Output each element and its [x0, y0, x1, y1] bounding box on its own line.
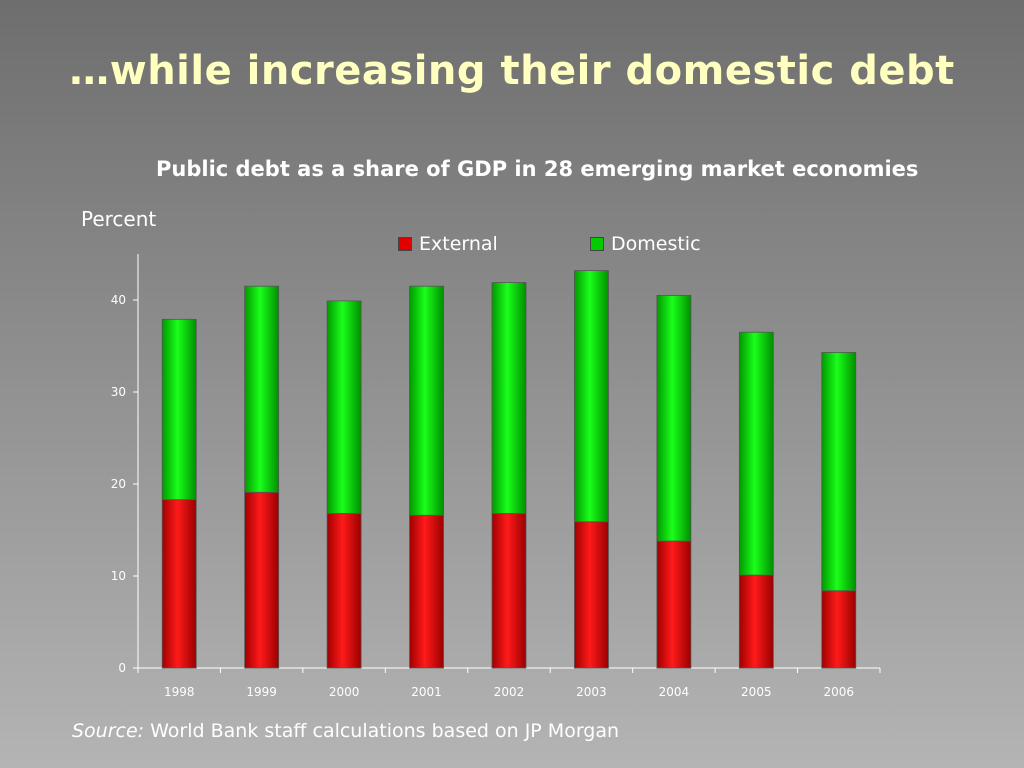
legend-label-external: External — [419, 233, 498, 255]
legend-swatch-external — [398, 237, 412, 251]
legend-swatch-domestic — [590, 237, 604, 251]
bar-domestic-1998 — [161, 318, 197, 501]
legend-item-external: External — [398, 233, 498, 255]
y-axis-label: Percent — [81, 207, 157, 231]
bar-external-2001 — [409, 514, 444, 669]
bar-external-2003 — [574, 521, 609, 669]
y-tick-label: 20 — [111, 477, 126, 491]
y-tick-label: 10 — [111, 569, 126, 583]
legend-label-domestic: Domestic — [611, 233, 701, 255]
y-tick-label: 0 — [118, 661, 126, 675]
bar-external-2005 — [738, 574, 774, 669]
x-tick-label-2003: 2003 — [576, 685, 607, 699]
source-note: Source: World Bank staff calculations ba… — [72, 720, 619, 742]
x-tick-label-2002: 2002 — [494, 685, 525, 699]
chart-title: Public debt as a share of GDP in 28 emer… — [156, 157, 919, 181]
bar-external-2000 — [326, 513, 362, 669]
bar-external-2002 — [491, 513, 527, 669]
source-text: World Bank staff calculations based on J… — [150, 720, 620, 742]
bar-domestic-2006 — [821, 352, 857, 592]
bar-external-1998 — [161, 499, 197, 669]
source-label: Source: — [72, 720, 145, 742]
bar-domestic-2003 — [574, 270, 609, 523]
slide-title: …while increasing their domestic debt — [69, 48, 955, 94]
bar-external-2006 — [821, 590, 857, 669]
bar-domestic-2004 — [656, 294, 692, 542]
bar-domestic-2005 — [738, 331, 774, 576]
bar-domestic-2000 — [326, 300, 362, 514]
bar-external-2004 — [656, 540, 692, 669]
y-tick-label: 30 — [111, 385, 126, 399]
x-tick-label-2005: 2005 — [741, 685, 772, 699]
x-tick-label-2001: 2001 — [411, 685, 442, 699]
x-tick-label-2004: 2004 — [659, 685, 690, 699]
y-tick-label: 40 — [111, 293, 126, 307]
x-tick-label-2006: 2006 — [824, 685, 855, 699]
x-tick-label-1998: 1998 — [164, 685, 195, 699]
x-tick-label-1999: 1999 — [246, 685, 277, 699]
legend-item-domestic: Domestic — [590, 233, 701, 255]
bar-domestic-2002 — [491, 282, 527, 514]
bar-domestic-1999 — [244, 285, 280, 493]
bar-external-1999 — [244, 491, 280, 669]
x-tick-label-2000: 2000 — [329, 685, 360, 699]
bar-domestic-2001 — [409, 285, 444, 516]
